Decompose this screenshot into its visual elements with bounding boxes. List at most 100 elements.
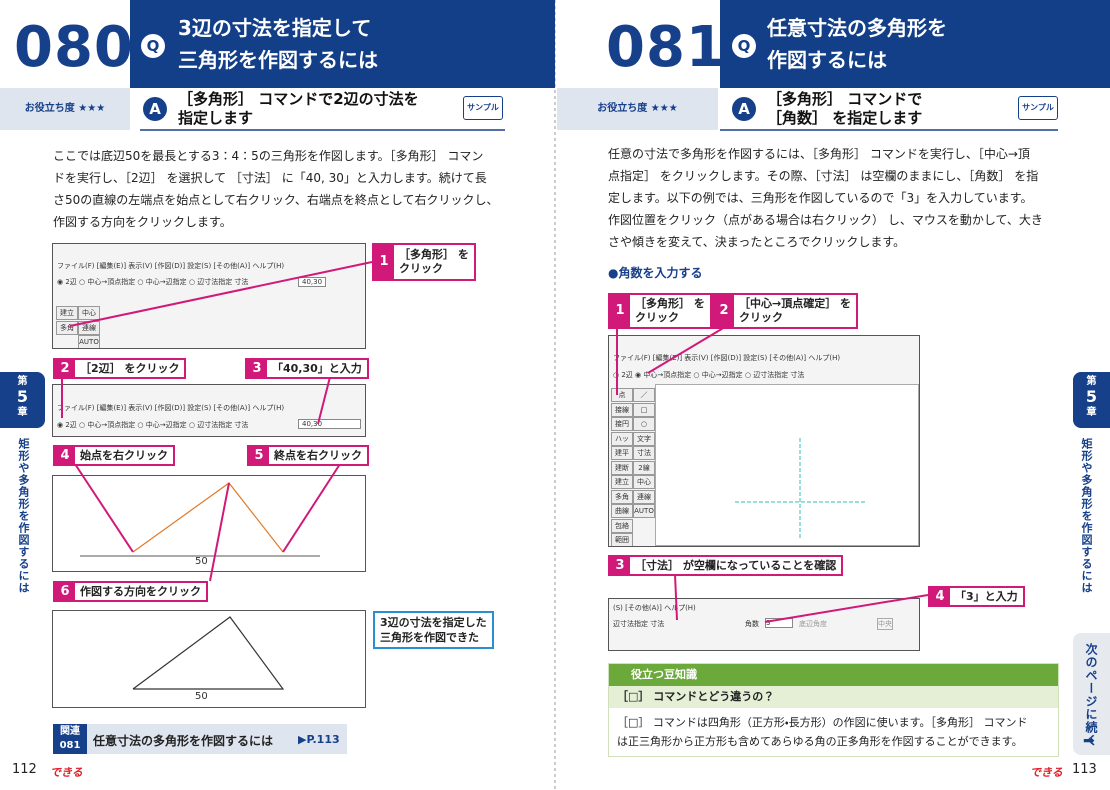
text-line: ［中心→頂点確定］ を <box>739 297 852 310</box>
button: 建立 <box>56 306 78 320</box>
text-line: ［2辺］ をクリック <box>80 361 180 375</box>
question-mark: Q <box>732 34 756 58</box>
menu: (S) [その他(A)] ヘルプ(H) <box>613 604 696 612</box>
text-line: さや傾きを変えて、決まったところでクリックします。 <box>608 235 906 249</box>
body-text: ここでは底辺50を最長とする3：4：5の三角形を作図します。［多角形］ コマンド… <box>53 145 498 233</box>
related-box: 関連 081 任意寸法の多角形を作図するには ▶P.113 <box>53 724 347 754</box>
section-number: 080 <box>14 15 134 80</box>
menu: ファイル(F) [編集(E)] 表示(V) [作図(D)] 設定(S) [その他… <box>613 354 841 362</box>
screenshot: ファイル(F) [編集(E)] 表示(V) [作図(D)] 設定(S) [その他… <box>52 384 366 437</box>
text-line: 点指定］ をクリックします。その際、［寸法］ は空欄のままにし、［角数］ を指 <box>608 169 1039 183</box>
question-mark: Q <box>141 34 165 58</box>
text-line: ［□］ コマンドは四角形（正方形・長方形）の作図に使います。［多角形］ コマンド <box>617 716 1028 729</box>
options: 辺寸法指定 寸法 <box>613 620 665 628</box>
button: ○ <box>633 417 655 431</box>
answer: ［多角形］ コマンドで2辺の寸法を 指定します <box>178 90 419 128</box>
text-line: 「40,30」と入力 <box>272 361 362 375</box>
button: 連線 <box>633 489 655 504</box>
logo: できる <box>1030 766 1063 779</box>
drawing-lines <box>616 326 929 623</box>
button: 包絡 <box>611 518 633 533</box>
step-text: 終点を右クリック <box>269 447 367 464</box>
text-line: 三角形を作図できた <box>380 631 479 644</box>
text-line: ［角数］ を指定します <box>767 109 923 127</box>
answer: ［多角形］ コマンドで ［角数］ を指定します <box>767 90 922 128</box>
size-field: 40,30 <box>298 277 327 287</box>
body-text: 任意の寸法で多角形を作図するには、［多角形］ コマンドを実行し、［中心→頂 点指定… <box>608 143 1043 253</box>
step-number: 1 <box>374 245 394 279</box>
text-line: 定します。以下の例では、三角形を作図しているので「3」を入力しています。 <box>608 191 1033 205</box>
callout: 4 始点を右クリック <box>53 445 175 466</box>
text-line: さ50の直線の左端点を始点として右クリック、右端点を終点として右クリックし、 <box>53 193 499 207</box>
text-line: ここでは底辺50を最長とする3：4：5の三角形を作図します。［多角形］ コマン <box>53 149 484 163</box>
step-number: 2 <box>55 360 75 377</box>
step-number: 2 <box>714 295 734 327</box>
button: ハッチ <box>611 431 633 446</box>
step-text: 「3」と入力 <box>950 588 1023 605</box>
step-number: 1 <box>610 295 630 327</box>
button: 多角形 <box>611 489 633 504</box>
options: ◉ 2辺 ○ 中心→頂点指定 ○ 中心→辺指定 ○ 辺寸法指定 寸法 <box>57 421 249 429</box>
options: ○ 2辺 ◉ 中心→頂点指定 ○ 中心→辺指定 ○ 辺寸法指定 寸法 <box>613 371 805 379</box>
drawing-lines <box>61 261 373 690</box>
text-line: は正三角形から正方形も含めてあらゆる角の正多角形を作図することができます。 <box>617 735 1023 748</box>
answer-mark: A <box>143 97 167 121</box>
center-button: 中央 <box>877 618 893 630</box>
chapter-label: 第 <box>17 376 28 387</box>
text-line: 指定します <box>178 109 254 127</box>
callout: 3 「40,30」と入力 <box>245 358 369 379</box>
screenshot: (S) [その他(A)] ヘルプ(H) 辺寸法指定 寸法 角数 3 底辺角度 中… <box>608 598 920 651</box>
text-line: 始点を右クリック <box>80 448 168 462</box>
button: 建平 <box>611 446 633 460</box>
text-line: クリック <box>739 311 783 324</box>
next-tab: 次のページに続く ➡ <box>1073 633 1110 755</box>
step-text: ［2辺］ をクリック <box>75 360 184 377</box>
next-text: 次のページに続く <box>1084 643 1098 747</box>
header-band <box>130 0 555 88</box>
tip-box: 役立つ豆知識 ［□］ コマンドとどう違うの？ ［□］ コマンドは四角形（正方形・… <box>608 663 1059 757</box>
corners-field: 3 <box>765 618 793 628</box>
rating: お役立ち度 ★★★ <box>0 88 130 130</box>
step-number: 4 <box>55 447 75 464</box>
button: 2線 <box>633 460 655 475</box>
canvas-area <box>655 384 919 546</box>
text-line: ［多角形］ を <box>399 248 469 261</box>
menu: ファイル(F) [編集(E)] 表示(V) [作図(D)] 設定(S) [その他… <box>57 262 285 270</box>
text-line: 作図位置をクリック（点がある場合は右クリック） し、マウスを動かして、大き <box>608 213 1043 227</box>
tip-body: ［□］ コマンドは四角形（正方形・長方形）の作図に使います。［多角形］ コマンド… <box>617 713 1028 751</box>
button: 建断 <box>611 460 633 475</box>
related-text: 任意寸法の多角形を作図するには <box>93 734 274 748</box>
button: □ <box>633 402 655 417</box>
text-line: ［多角形］ コマンドで <box>767 90 923 108</box>
step-number: 6 <box>55 583 75 600</box>
step-number: 5 <box>249 447 269 464</box>
button: ／ <box>633 388 655 402</box>
callout: 6 作図する方向をクリック <box>53 581 208 602</box>
related-number: 081 <box>59 740 81 751</box>
callout: 1 ［多角形］ をクリック <box>372 243 476 281</box>
chapter-label: 第 <box>1086 376 1097 387</box>
button: 接線 <box>611 402 633 417</box>
text-line: 任意の寸法で多角形を作図するには、［多角形］ コマンドを実行し、［中心→頂 <box>608 147 1030 161</box>
text-line: 作図する方向をクリック <box>80 584 201 598</box>
related-label: 関連 081 <box>53 724 87 754</box>
text-line: 三角形を作図するには <box>178 48 378 72</box>
logo: できる <box>50 766 83 779</box>
step-text: 「40,30」と入力 <box>267 360 367 377</box>
button: 文字 <box>633 431 655 446</box>
answer-mark: A <box>732 97 756 121</box>
button: 建立 <box>611 475 633 489</box>
page-number: 113 <box>1072 762 1097 777</box>
rating: お役立ち度 ★★★ <box>557 88 718 130</box>
callout: 3 ［寸法］ が空欄になっていることを確認 <box>608 555 844 576</box>
step-number: 3 <box>247 360 267 377</box>
callout: 2 ［2辺］ をクリック <box>53 358 187 379</box>
title: 任意寸法の多角形を 作図するには <box>767 12 947 76</box>
callout: 2 ［中心→頂点確定］ をクリック <box>712 293 859 329</box>
text-line: ［寸法］ が空欄になっていることを確認 <box>635 558 837 572</box>
text-line: 作図するには <box>767 48 887 72</box>
result-box: 3辺の寸法を指定した 三角形を作図できた <box>373 611 494 649</box>
text-line: 「3」と入力 <box>955 589 1018 603</box>
